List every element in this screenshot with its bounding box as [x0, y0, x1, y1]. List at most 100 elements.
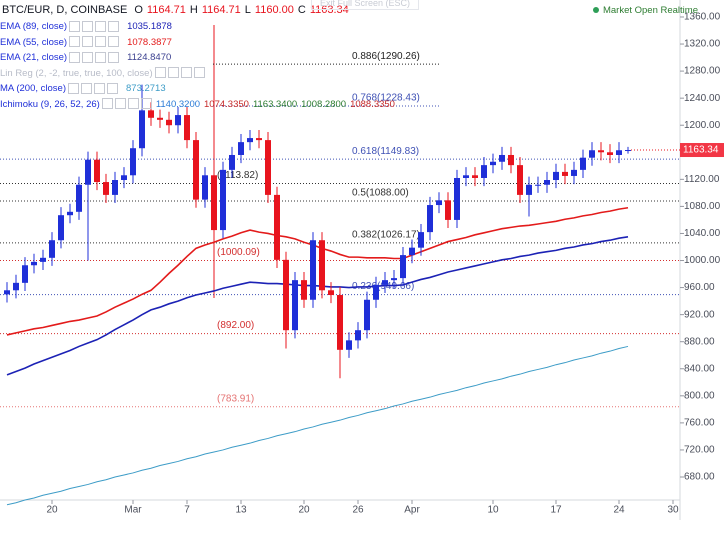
candle-body: [121, 175, 127, 181]
candle-body: [13, 282, 19, 291]
y-tick-label: 960.00: [684, 282, 715, 293]
x-tick-label: 7: [184, 505, 190, 516]
candle-body: [373, 284, 379, 300]
legend-icon[interactable]: [101, 98, 113, 110]
quote-value: 1163.34: [309, 4, 349, 16]
legend-icon[interactable]: [95, 20, 107, 32]
quote-value: 1160.00: [254, 4, 294, 16]
legend-row: EMA (21, close) 1124.8470: [0, 50, 395, 66]
legend-row: Lin Reg (2, -2, true, true, 100, close): [0, 66, 395, 82]
legend-icon[interactable]: [68, 82, 79, 94]
candle-body: [94, 159, 100, 183]
candle-body: [598, 150, 604, 153]
status: Market Open Realtime: [592, 5, 698, 16]
candle-body: [319, 240, 325, 291]
legend-icon[interactable]: [95, 36, 107, 48]
legend-icon[interactable]: [193, 67, 205, 79]
legend-name: Ichimoku (9, 26, 52, 26): [0, 98, 100, 110]
y-tick-label: 880.00: [684, 336, 715, 347]
legend-icon[interactable]: [95, 51, 107, 63]
legend-icon[interactable]: [69, 36, 81, 48]
y-tick-label: 1280.00: [684, 66, 721, 77]
last-price-label: 1163.34: [683, 145, 719, 156]
legend-value: 873.2713: [126, 83, 166, 94]
legend-icon[interactable]: [82, 51, 94, 63]
legend-icon[interactable]: [140, 98, 152, 110]
x-tick-label: 20: [298, 505, 310, 516]
x-tick-label: 17: [550, 505, 562, 516]
candle-body: [562, 171, 568, 176]
candle-body: [625, 150, 631, 152]
legend-icon[interactable]: [108, 51, 120, 63]
legend-name: Lin Reg (2, -2, true, true, 100, close): [0, 67, 153, 79]
legend-icon[interactable]: [82, 20, 94, 32]
candle-body: [616, 150, 622, 155]
y-tick-label: 1000.00: [684, 255, 721, 266]
legend-icon[interactable]: [94, 82, 105, 94]
legend-icon[interactable]: [81, 82, 92, 94]
legend-name: MA (200, close): [0, 83, 66, 94]
candle-body: [499, 154, 505, 162]
candle-body: [535, 184, 541, 186]
legend-value: 1163.3400: [252, 98, 298, 110]
legend: EMA (89, close) 1035.1878 EMA (55, close) 1…: [0, 19, 395, 112]
legend-row: EMA (89, close) 1035.1878: [0, 19, 395, 35]
candle-body: [22, 265, 28, 283]
candle-body: [490, 161, 496, 166]
x-tick-label: Mar: [124, 505, 142, 516]
legend-value: 1088.3350: [350, 98, 395, 110]
candle-body: [139, 110, 145, 149]
legend-icon[interactable]: [108, 20, 120, 32]
y-tick-label: 720.00: [684, 445, 715, 456]
last-price-tag: [680, 143, 724, 158]
candle-body: [508, 154, 514, 166]
candle-body: [481, 165, 487, 178]
candle-body: [175, 115, 181, 126]
candle-body: [382, 280, 388, 285]
legend-icon[interactable]: [114, 98, 126, 110]
y-tick-label: 1320.00: [684, 39, 721, 50]
legend-icon[interactable]: [82, 36, 94, 48]
y-tick-label: 1200.00: [684, 120, 721, 131]
candle-body: [103, 182, 109, 195]
fib-label: 0.382(1026.17): [352, 229, 420, 240]
y-tick-label: 920.00: [684, 309, 715, 320]
candle-body: [310, 240, 316, 300]
candle-body: [301, 280, 307, 300]
candle-body: [391, 278, 397, 281]
legend-icon[interactable]: [180, 67, 192, 79]
candle-body: [148, 110, 154, 118]
legend-icon[interactable]: [69, 20, 81, 32]
candle-body: [76, 184, 82, 212]
candle-body: [400, 255, 406, 279]
candle-body: [157, 117, 163, 120]
fib-label: 0.618(1149.83): [352, 146, 419, 157]
legend-name: EMA (89, close): [0, 21, 68, 32]
candle-body: [229, 154, 235, 170]
banner[interactable]: Exit Full Screen (ESC): [311, 0, 420, 10]
fib-label: 0.886(1290.26): [352, 51, 420, 62]
quote-key: C: [297, 4, 306, 16]
y-tick-label: 840.00: [684, 363, 715, 374]
legend-icon[interactable]: [154, 67, 166, 79]
candle-body: [40, 257, 46, 262]
legend-icon[interactable]: [127, 98, 139, 110]
legend-icon[interactable]: [107, 82, 118, 94]
fib-label: (783.91): [217, 393, 254, 404]
legend-icon[interactable]: [108, 36, 120, 48]
quote-value: 1164.71: [201, 4, 241, 16]
legend-icon[interactable]: [167, 67, 179, 79]
legend-icon[interactable]: [69, 51, 81, 63]
candle-body: [328, 290, 334, 296]
candle-body: [247, 138, 253, 143]
x-tick-label: 26: [352, 505, 364, 516]
legend-row: MA (200, close) 873.2713: [0, 81, 395, 97]
candle-body: [166, 119, 172, 126]
candle-body: [580, 157, 586, 170]
legend-value: 1008.2800: [301, 98, 347, 110]
candle-body: [526, 184, 532, 195]
quote-key: L: [244, 4, 251, 16]
fib-label: (1113.82): [217, 170, 258, 181]
legend-row: EMA (55, close) 1078.3877: [0, 35, 395, 51]
